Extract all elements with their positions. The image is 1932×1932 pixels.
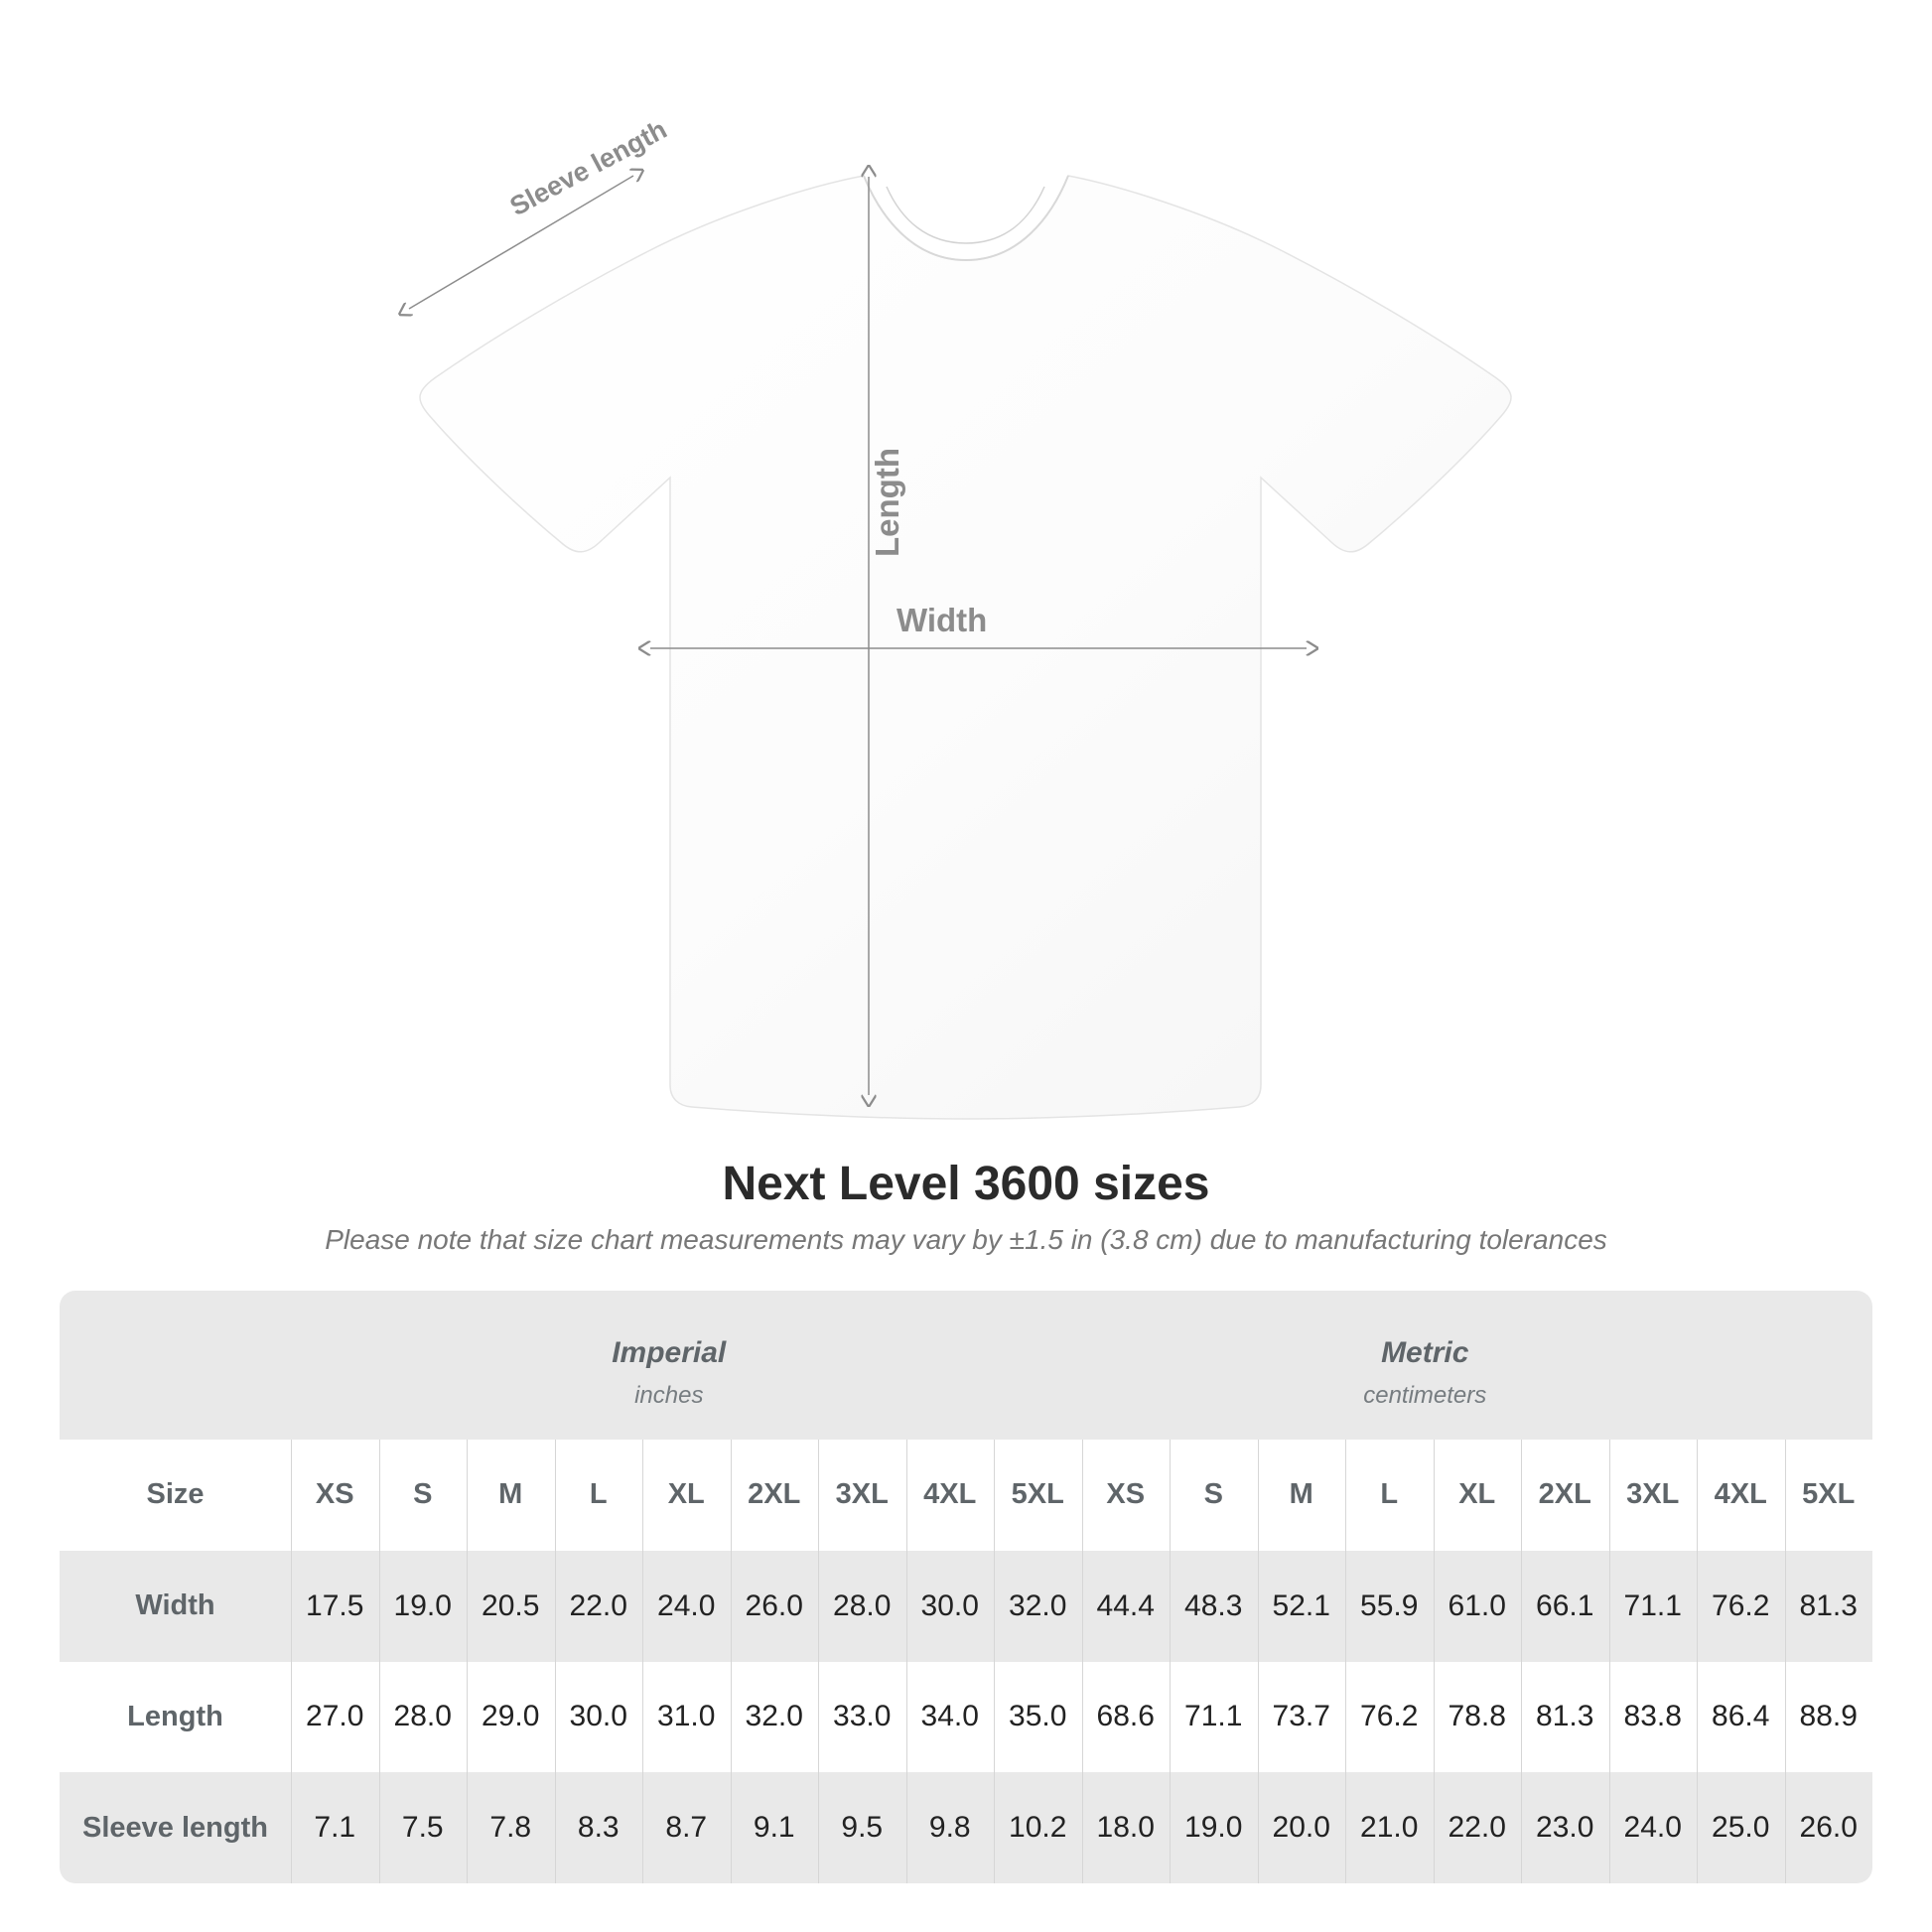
svg-text:Width: Width xyxy=(897,602,987,638)
svg-text:Length: Length xyxy=(869,448,905,557)
svg-text:Sleeve length: Sleeve length xyxy=(505,114,672,221)
